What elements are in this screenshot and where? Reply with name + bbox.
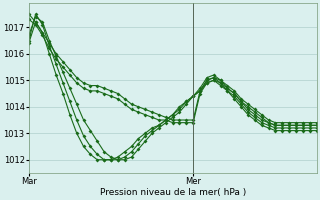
X-axis label: Pression niveau de la mer( hPa ): Pression niveau de la mer( hPa ) [100,188,246,197]
